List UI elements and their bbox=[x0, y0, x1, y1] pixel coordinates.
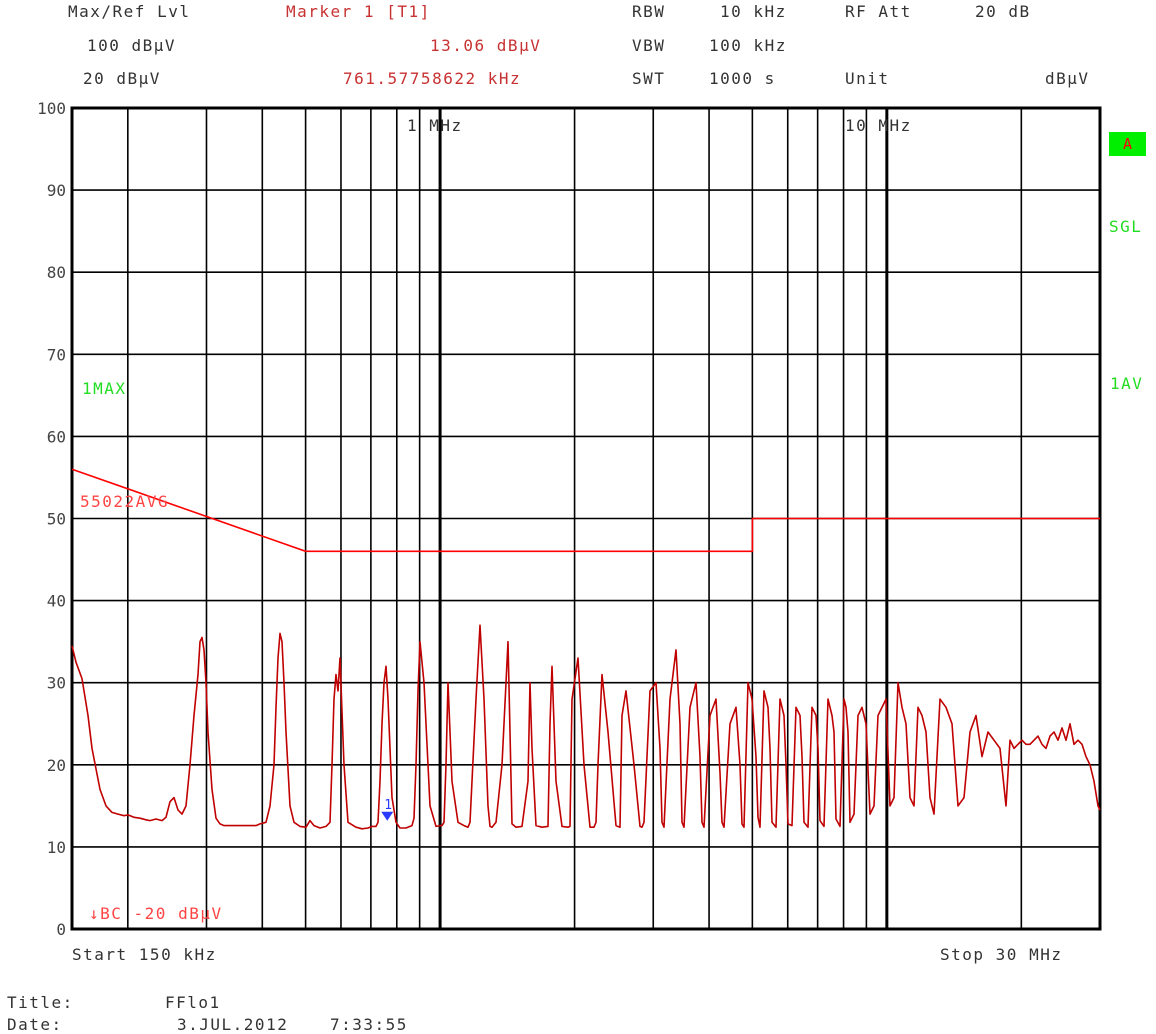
title-label: Title: bbox=[7, 993, 74, 1012]
x-label-10mhz: 10 MHz bbox=[845, 116, 912, 135]
time-value: 7:33:55 bbox=[330, 1015, 408, 1034]
svg-text:10: 10 bbox=[47, 838, 66, 857]
trace-mode-1av: 1AV bbox=[1110, 374, 1144, 393]
trace-a-badge: A bbox=[1109, 132, 1146, 156]
svg-text:50: 50 bbox=[47, 510, 66, 529]
trace-1max bbox=[71, 624, 1101, 830]
limit-label: 55022AVG bbox=[80, 492, 170, 511]
limit-line-55022avg bbox=[71, 468, 1100, 553]
vbw-value: 100 kHz bbox=[709, 36, 787, 55]
svg-text:70: 70 bbox=[47, 345, 66, 364]
date-label: Date: bbox=[7, 1015, 63, 1034]
vbw-label: VBW bbox=[632, 36, 666, 55]
marker-level: 13.06 dBμV bbox=[430, 36, 542, 55]
marker-frequency: 761.57758622 kHz bbox=[343, 69, 522, 88]
offset-label: ↓BC -20 dBμV bbox=[89, 904, 223, 923]
svg-text:90: 90 bbox=[47, 181, 66, 200]
marker-label: Marker 1 [T1] bbox=[286, 2, 431, 21]
unit-value: dBμV bbox=[1045, 69, 1090, 88]
svg-text:0: 0 bbox=[56, 920, 66, 939]
date-value: 3.JUL.2012 bbox=[177, 1015, 289, 1034]
svg-text:30: 30 bbox=[47, 674, 66, 693]
rbw-value: 10 kHz bbox=[720, 2, 787, 21]
ref-level-min: 20 dBμV bbox=[83, 69, 161, 88]
svg-text:1: 1 bbox=[384, 798, 392, 813]
svg-text:80: 80 bbox=[47, 263, 66, 282]
y-axis-labels: 0 10 20 30 40 50 60 70 80 90 100 bbox=[37, 99, 66, 939]
swt-label: SWT bbox=[632, 69, 666, 88]
marker-1: 1 bbox=[381, 798, 394, 821]
trace-label-1max: 1MAX bbox=[82, 379, 127, 398]
start-frequency: Start 150 kHz bbox=[72, 945, 217, 964]
svg-text:20: 20 bbox=[47, 756, 66, 775]
rf-att-value: 20 dB bbox=[975, 2, 1031, 21]
title-value: FFlo1 bbox=[165, 993, 221, 1012]
stop-frequency: Stop 30 MHz bbox=[940, 945, 1063, 964]
svg-text:60: 60 bbox=[47, 427, 66, 446]
svg-text:40: 40 bbox=[47, 592, 66, 611]
svg-text:100: 100 bbox=[37, 99, 66, 118]
ref-level-label: Max/Ref Lvl bbox=[68, 2, 191, 21]
unit-label: Unit bbox=[845, 69, 890, 88]
sgl-indicator: SGL bbox=[1109, 217, 1143, 236]
x-label-1mhz: 1 MHz bbox=[407, 116, 463, 135]
rbw-label: RBW bbox=[632, 2, 666, 21]
swt-value: 1000 s bbox=[709, 69, 776, 88]
ref-level-value: 100 dBμV bbox=[87, 36, 177, 55]
rf-att-label: RF Att bbox=[845, 2, 912, 21]
